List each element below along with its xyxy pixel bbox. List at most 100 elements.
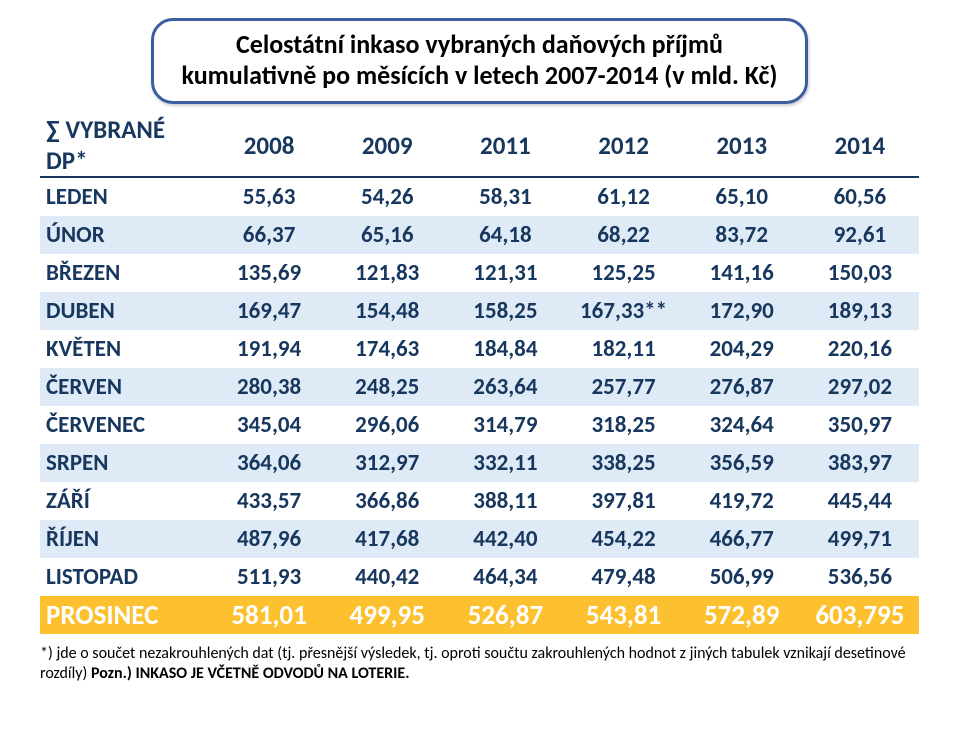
cell-value: 397,81 <box>564 482 682 520</box>
header-year: 2011 <box>446 114 564 177</box>
cell-value: 184,84 <box>446 330 564 368</box>
table-row: PROSINEC581,01499,95526,87543,81572,8960… <box>40 596 919 634</box>
cell-value: 442,40 <box>446 520 564 558</box>
cell-value: 121,31 <box>446 254 564 292</box>
header-label: ∑ VYBRANÉ DP* <box>40 114 210 177</box>
cell-value: 204,29 <box>683 330 801 368</box>
table-row: ČERVENEC345,04296,06314,79318,25324,6435… <box>40 406 919 444</box>
row-label: LISTOPAD <box>40 558 210 596</box>
cell-value: 68,22 <box>564 216 682 254</box>
cell-value: 312,97 <box>328 444 446 482</box>
row-label: BŘEZEN <box>40 254 210 292</box>
cell-value: 65,16 <box>328 216 446 254</box>
cell-value: 417,68 <box>328 520 446 558</box>
row-label: ČERVEN <box>40 368 210 406</box>
data-table: ∑ VYBRANÉ DP* 2008 2009 2011 2012 2013 2… <box>40 114 919 634</box>
table-row: KVĚTEN191,94174,63184,84182,11204,29220,… <box>40 330 919 368</box>
table-row: ŘÍJEN487,96417,68442,40454,22466,77499,7… <box>40 520 919 558</box>
title-line-1: Celostátní inkaso vybraných daňových pří… <box>182 29 778 60</box>
footnote-bold: Pozn.) INKASO JE VČETNĚ ODVODŮ NA LOTERI… <box>91 664 410 683</box>
cell-value: 66,37 <box>210 216 328 254</box>
cell-value: 440,42 <box>328 558 446 596</box>
cell-value: 332,11 <box>446 444 564 482</box>
cell-value: 174,63 <box>328 330 446 368</box>
cell-value: 263,64 <box>446 368 564 406</box>
table-row: ÚNOR66,3765,1664,1868,2283,7292,61 <box>40 216 919 254</box>
cell-value: 172,90 <box>683 292 801 330</box>
cell-value: 135,69 <box>210 254 328 292</box>
cell-value: 60,56 <box>801 177 919 216</box>
cell-value: 276,87 <box>683 368 801 406</box>
table-row: SRPEN364,06312,97332,11338,25356,59383,9… <box>40 444 919 482</box>
slide-page: Celostátní inkaso vybraných daňových pří… <box>0 0 959 734</box>
cell-value: 191,94 <box>210 330 328 368</box>
footnote: *) jde o součet nezakrouhlených dat (tj.… <box>40 644 919 684</box>
row-label: SRPEN <box>40 444 210 482</box>
row-label: KVĚTEN <box>40 330 210 368</box>
cell-value: 125,25 <box>564 254 682 292</box>
cell-value: 150,03 <box>801 254 919 292</box>
cell-value: 154,48 <box>328 292 446 330</box>
cell-value: 499,95 <box>328 596 446 634</box>
cell-value: 64,18 <box>446 216 564 254</box>
cell-value: 65,10 <box>683 177 801 216</box>
table-row: LEDEN55,6354,2658,3161,1265,1060,56 <box>40 177 919 216</box>
cell-value: 345,04 <box>210 406 328 444</box>
row-label: PROSINEC <box>40 596 210 634</box>
table-row: ČERVEN280,38248,25263,64257,77276,87297,… <box>40 368 919 406</box>
cell-value: 58,31 <box>446 177 564 216</box>
row-label: ŘÍJEN <box>40 520 210 558</box>
cell-value: 383,97 <box>801 444 919 482</box>
row-label: DUBEN <box>40 292 210 330</box>
cell-value: 356,59 <box>683 444 801 482</box>
title-card: Celostátní inkaso vybraných daňových pří… <box>151 18 809 104</box>
cell-value: 581,01 <box>210 596 328 634</box>
cell-value: 248,25 <box>328 368 446 406</box>
cell-value: 169,47 <box>210 292 328 330</box>
cell-value: 364,06 <box>210 444 328 482</box>
cell-value: 572,89 <box>683 596 801 634</box>
cell-value: 603,795 <box>801 596 919 634</box>
header-year: 2009 <box>328 114 446 177</box>
cell-value: 61,12 <box>564 177 682 216</box>
cell-value: 182,11 <box>564 330 682 368</box>
cell-value: 526,87 <box>446 596 564 634</box>
cell-value: 257,77 <box>564 368 682 406</box>
header-year: 2012 <box>564 114 682 177</box>
cell-value: 92,61 <box>801 216 919 254</box>
table-row: ZÁŘÍ433,57366,86388,11397,81419,72445,44 <box>40 482 919 520</box>
cell-value: 466,77 <box>683 520 801 558</box>
title-line-2: kumulativně po měsících v letech 2007-20… <box>182 60 778 91</box>
header-year: 2013 <box>683 114 801 177</box>
cell-value: 280,38 <box>210 368 328 406</box>
row-label: ZÁŘÍ <box>40 482 210 520</box>
cell-value: 350,97 <box>801 406 919 444</box>
cell-value: 338,25 <box>564 444 682 482</box>
cell-value: 388,11 <box>446 482 564 520</box>
cell-value: 220,16 <box>801 330 919 368</box>
cell-value: 189,13 <box>801 292 919 330</box>
cell-value: 499,71 <box>801 520 919 558</box>
cell-value: 158,25 <box>446 292 564 330</box>
cell-value: 366,86 <box>328 482 446 520</box>
cell-value: 141,16 <box>683 254 801 292</box>
table-row: BŘEZEN135,69121,83121,31125,25141,16150,… <box>40 254 919 292</box>
table-header-row: ∑ VYBRANÉ DP* 2008 2009 2011 2012 2013 2… <box>40 114 919 177</box>
cell-value: 433,57 <box>210 482 328 520</box>
cell-value: 121,83 <box>328 254 446 292</box>
cell-value: 454,22 <box>564 520 682 558</box>
cell-value: 479,48 <box>564 558 682 596</box>
table-body: LEDEN55,6354,2658,3161,1265,1060,56ÚNOR6… <box>40 177 919 634</box>
cell-value: 55,63 <box>210 177 328 216</box>
header-year: 2014 <box>801 114 919 177</box>
table-row: DUBEN169,47154,48158,25167,33**172,90189… <box>40 292 919 330</box>
cell-value: 536,56 <box>801 558 919 596</box>
cell-value: 83,72 <box>683 216 801 254</box>
cell-value: 511,93 <box>210 558 328 596</box>
table-row: LISTOPAD511,93440,42464,34479,48506,9953… <box>40 558 919 596</box>
header-year: 2008 <box>210 114 328 177</box>
cell-value: 296,06 <box>328 406 446 444</box>
cell-value: 324,64 <box>683 406 801 444</box>
cell-value: 314,79 <box>446 406 564 444</box>
row-label: LEDEN <box>40 177 210 216</box>
